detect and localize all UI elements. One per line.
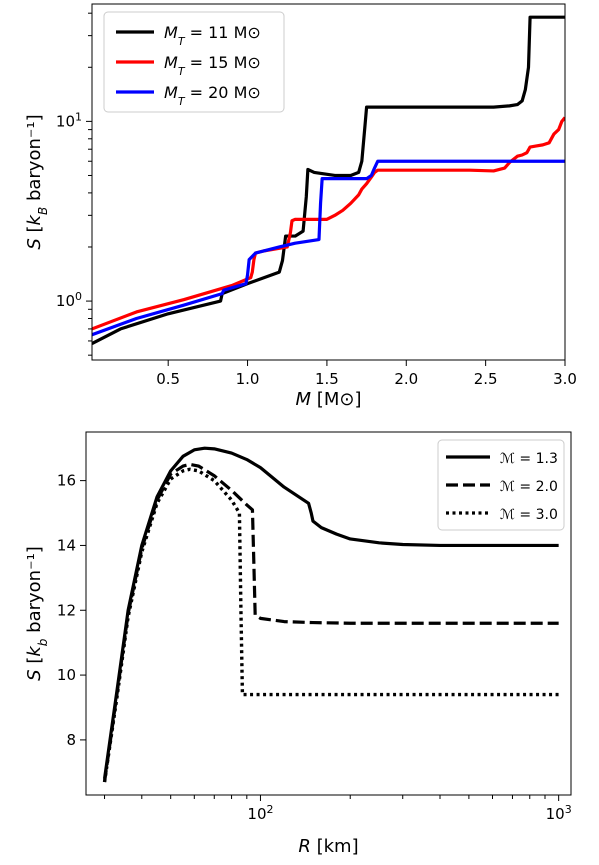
y-tick-label: 100 (56, 290, 82, 311)
y-axis-label: S [kB baryon⁻¹] (24, 114, 50, 249)
legend-label-2: ℳ = 2.0 (500, 479, 558, 495)
legend: ℳ = 1.3 ℳ = 2.0 ℳ = 3.0 (437, 439, 565, 531)
x-axis-label: M [M⊙] (296, 389, 362, 410)
legend-label-3: MT = 20 M⊙ (164, 83, 261, 108)
legend-label-1: ℳ = 1.3 (500, 451, 558, 467)
y-tick-label: 14 (57, 536, 76, 554)
series-line-2 (92, 116, 565, 331)
x-tick-label: 0.5 (156, 370, 180, 388)
axes-frame (85, 431, 572, 796)
y-tick-label: 16 (57, 472, 76, 490)
legend-box (437, 439, 565, 531)
legend-box (103, 11, 285, 113)
y-axis-label: S [kb baryon⁻¹] (24, 546, 50, 681)
x-axis-label: R [km] (298, 836, 358, 857)
legend: MT = 11 M⊙ MT = 15 M⊙ MT = 20 M⊙ (103, 11, 285, 113)
y-tick-label: 101 (56, 110, 82, 131)
y-tick-label: 12 (57, 601, 76, 619)
series-group (92, 15, 565, 346)
x-tick-label: 103 (546, 803, 572, 824)
x-tick-label: 3.0 (553, 370, 577, 388)
series-line-3 (92, 159, 565, 337)
y-tick-label: 8 (66, 731, 76, 749)
axes-frame (91, 3, 566, 361)
legend-label-3: ℳ = 3.0 (500, 507, 558, 523)
x-tick-label: 102 (247, 803, 273, 824)
x-tick-label: 2.0 (394, 370, 418, 388)
x-tick-label: 2.5 (474, 370, 498, 388)
x-tick-label: 1.0 (236, 370, 260, 388)
series-group (102, 446, 559, 783)
x-tick-label: 1.5 (315, 370, 339, 388)
bottom-panel: 102 103 8 10 12 14 16 R [km] S [kb baryon⁻¹] ℳ = … (24, 431, 572, 857)
y-tick-label: 10 (57, 666, 76, 684)
legend-label-1: MT = 11 M⊙ (164, 23, 261, 48)
top-panel: 0.5 1.0 1.5 2.0 2.5 3.0 100 101 M [M⊙] S [kB bary… (24, 3, 577, 410)
legend-label-2: MT = 15 M⊙ (164, 53, 261, 78)
